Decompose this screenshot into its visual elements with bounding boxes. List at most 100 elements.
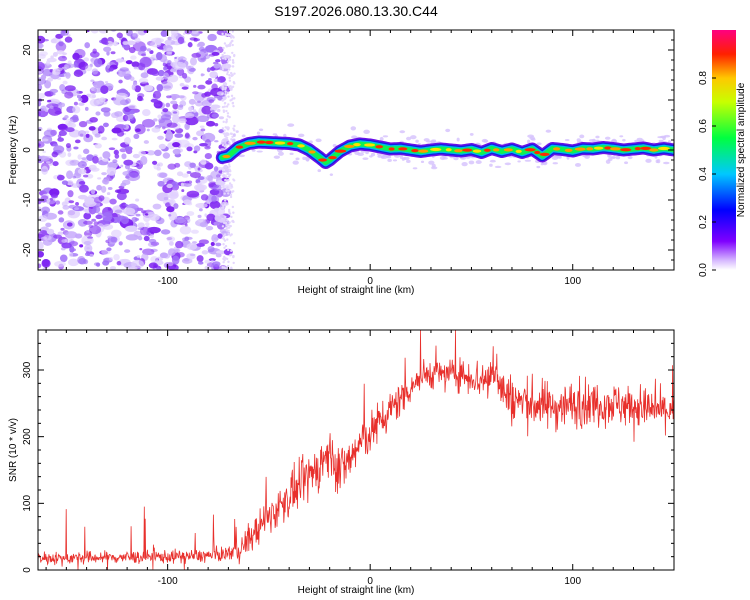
ridge-peak [553, 147, 561, 151]
noise-blob [149, 234, 155, 239]
noise-blob [179, 82, 185, 87]
noise-blob [197, 261, 204, 265]
noise-speckle [222, 132, 225, 135]
ridge-peak [454, 149, 463, 153]
noise-blob [45, 60, 51, 66]
noise-blob [96, 184, 103, 191]
ridge-halo [634, 139, 642, 143]
noise-speckle [228, 76, 231, 80]
ridge-peak [264, 140, 274, 145]
noise-blob [185, 116, 199, 126]
ridge-peak [411, 149, 419, 153]
noise-blob [151, 127, 161, 133]
noise-blob [88, 164, 97, 171]
noise-speckle [221, 57, 225, 60]
noise-blob [87, 238, 93, 242]
snr-xtick-label: 0 [367, 576, 373, 587]
noise-speckle [228, 58, 232, 61]
noise-blob [196, 43, 201, 48]
ridge-halo [387, 158, 392, 162]
noise-blob [176, 251, 185, 258]
noise-speckle [222, 221, 226, 225]
noise-speckle [232, 104, 235, 108]
noise-blob [212, 184, 222, 191]
noise-speckle [226, 33, 229, 36]
noise-blob [142, 118, 156, 128]
noise-speckle [225, 118, 229, 121]
noise-blob [116, 130, 125, 137]
ridge-halo [576, 138, 581, 142]
noise-blob [45, 222, 52, 228]
noise-speckle [230, 74, 233, 78]
noise-speckle [227, 103, 230, 106]
noise-blob [68, 200, 75, 204]
noise-blob [204, 139, 212, 148]
noise-blob [114, 111, 123, 117]
ridge-halo [298, 133, 305, 138]
noise-speckle [232, 255, 235, 258]
noise-speckle [222, 204, 225, 207]
noise-blob [214, 122, 219, 127]
noise-blob [60, 227, 65, 231]
ridge-halo [468, 160, 475, 165]
noise-blob [86, 30, 90, 33]
ridge-peak [318, 158, 328, 162]
noise-speckle [228, 79, 232, 82]
noise-blob [183, 258, 190, 262]
noise-speckle [226, 70, 229, 74]
noise-speckle [230, 215, 233, 219]
noise-blob [207, 33, 217, 42]
ridge-halo [481, 138, 488, 143]
noise-blob [189, 258, 193, 263]
noise-speckle [224, 34, 227, 37]
noise-blob [165, 130, 174, 141]
noise-speckle [226, 128, 230, 131]
noise-blob [43, 129, 56, 138]
ridge-peak [430, 147, 442, 152]
noise-blob [38, 140, 45, 148]
noise-blob [38, 71, 43, 74]
noise-blob [172, 61, 187, 70]
colorbar-gradient [712, 30, 736, 270]
noise-blob [188, 98, 196, 105]
ridge-halo [287, 123, 295, 127]
noise-blob [100, 185, 107, 193]
noise-blob [218, 129, 225, 134]
noise-blob [167, 163, 177, 170]
noise-speckle [229, 253, 233, 256]
noise-blob [109, 266, 117, 270]
noise-blob [211, 113, 219, 118]
ridge-halo [622, 138, 626, 142]
noise-blob [166, 128, 171, 134]
noise-blob [204, 259, 211, 264]
noise-blob [40, 236, 48, 241]
noise-blob [139, 45, 147, 52]
noise-blob [188, 121, 195, 125]
noise-blob [106, 247, 112, 252]
ridge-halo [289, 152, 294, 155]
noise-blob [97, 125, 105, 134]
noise-blob [73, 69, 84, 77]
noise-blob [80, 223, 84, 227]
noise-speckle [227, 192, 230, 195]
ridge-peak [524, 148, 536, 152]
noise-speckle [224, 126, 227, 129]
ridge-halo [273, 155, 280, 159]
ridge-halo [442, 156, 448, 160]
noise-blob [171, 181, 179, 188]
noise-blob [200, 57, 205, 61]
ridge-halo [351, 135, 358, 139]
noise-speckle [233, 72, 236, 75]
ridge-peak [539, 152, 550, 156]
noise-speckle [231, 135, 234, 139]
spectrogram-xtick-label: 100 [564, 276, 581, 287]
noise-blob [213, 221, 220, 226]
noise-blob [185, 236, 193, 240]
noise-blob [64, 63, 75, 69]
noise-blob [116, 261, 122, 266]
noise-blob [141, 53, 147, 57]
spectrogram-xlabel: Height of straight line (km) [298, 285, 415, 296]
noise-blob [53, 145, 65, 154]
noise-speckle [231, 34, 234, 38]
noise-speckle [226, 91, 230, 94]
